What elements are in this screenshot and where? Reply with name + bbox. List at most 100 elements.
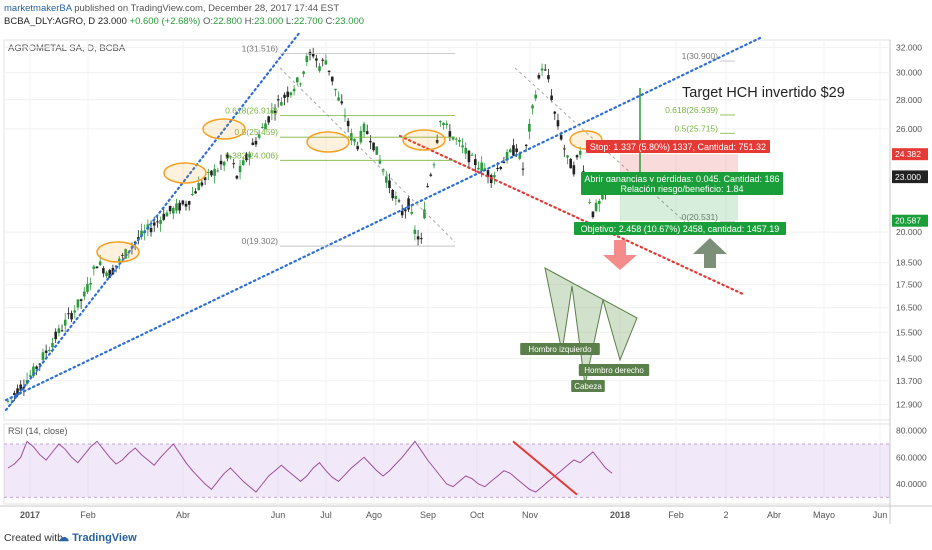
candle-body xyxy=(537,75,541,79)
rsi-band xyxy=(4,444,890,498)
candle-body xyxy=(591,211,595,218)
candle-body xyxy=(89,283,92,285)
candle-body xyxy=(213,168,216,176)
candle-body xyxy=(292,88,296,92)
candle-body xyxy=(261,127,264,129)
candle-body xyxy=(254,140,258,145)
candle-body xyxy=(597,200,601,204)
high-value: 23.000 xyxy=(254,16,284,27)
candle-body xyxy=(410,211,414,214)
candle-body xyxy=(168,205,172,212)
candle-body xyxy=(229,156,232,158)
candle-body xyxy=(407,198,410,210)
candle-body xyxy=(404,209,407,212)
candle-body xyxy=(458,139,461,142)
candle-body xyxy=(184,203,188,207)
tradingview-logo[interactable]: ☁ TradingView xyxy=(58,531,137,544)
candle-body xyxy=(70,313,73,320)
pattern-ellipse xyxy=(202,118,246,140)
candle-body xyxy=(346,120,350,127)
candle-body xyxy=(73,310,77,313)
candle-body xyxy=(556,120,560,127)
candle-body xyxy=(569,158,572,169)
created-with-text: Created with xyxy=(4,532,63,544)
candle-body xyxy=(289,92,293,96)
fib-left-level-label: 0(19.302) xyxy=(242,236,279,246)
candle-body xyxy=(486,170,490,177)
candle-body xyxy=(483,168,487,170)
candle-body xyxy=(543,69,547,71)
left-shoulder-label: Hombro izquierdo xyxy=(528,345,592,354)
candle-body xyxy=(594,202,598,211)
candle-body xyxy=(67,313,70,315)
change-value: +0.600 (+2.68%) xyxy=(129,16,201,27)
candle-body xyxy=(499,166,503,169)
author-name[interactable]: marketmakerBA xyxy=(4,3,72,14)
candle-body xyxy=(470,154,474,156)
candle-body xyxy=(108,270,112,278)
candle-body xyxy=(464,147,468,154)
fib-right-level-label: 0.5(25.715) xyxy=(675,123,719,133)
candle-body xyxy=(235,175,239,179)
pattern-ellipse xyxy=(306,131,350,153)
fib-left-level-label: 0.382(24.006) xyxy=(225,150,278,160)
candle-body xyxy=(426,186,429,188)
fib-right-level-label: 0(20.531) xyxy=(682,212,719,222)
candle-body xyxy=(572,165,576,175)
candle-body xyxy=(248,154,251,158)
candle-body xyxy=(251,142,255,145)
fib-right-level-label: 1(30.900) xyxy=(682,51,719,61)
candle-body xyxy=(295,77,299,83)
x-tick-label: 2017 xyxy=(20,510,40,520)
candle-body xyxy=(102,268,105,274)
candle-body xyxy=(321,59,325,61)
candle-body xyxy=(245,153,248,161)
x-tick-label: Mayo xyxy=(813,510,835,520)
ohlc-bar: BCBA_DLY:AGRO, D 23.000 +0.600 (+2.68%) … xyxy=(4,16,364,27)
candle-body xyxy=(550,95,553,101)
candle-body xyxy=(531,105,534,109)
pnl-label-box xyxy=(581,172,783,185)
pnl-label-text: Abrir ganancias y pérdidas: 0.045, Canti… xyxy=(584,174,779,184)
candle-body xyxy=(563,148,566,150)
candle-body xyxy=(493,175,496,178)
candle-body xyxy=(505,151,509,161)
candle-body xyxy=(79,299,83,302)
candle-body xyxy=(270,110,274,114)
price-tag-box xyxy=(892,214,928,227)
y-tick-label: 30.000 xyxy=(896,68,922,78)
candle-body xyxy=(162,213,166,220)
stop-label-box xyxy=(586,140,770,153)
candle-body xyxy=(388,180,391,189)
candle-body xyxy=(324,60,328,65)
candle-body xyxy=(181,200,185,205)
candle-body xyxy=(305,56,309,63)
candle-body xyxy=(257,134,261,138)
candle-body xyxy=(273,110,277,113)
target-label-text: Objetivo: 2.458 (10.67%) 2458, cantidad:… xyxy=(581,224,780,234)
candle-body xyxy=(165,212,169,217)
candle-body xyxy=(353,138,356,143)
candle-body xyxy=(60,330,64,332)
candle-body xyxy=(117,258,121,262)
price-tag-box xyxy=(892,171,928,184)
right-shoulder-label: Hombro derecho xyxy=(584,366,644,375)
fib-left-level-label: 1(31.516) xyxy=(242,43,279,53)
candle-body xyxy=(172,207,175,214)
candle-body xyxy=(365,131,369,134)
candle-body xyxy=(159,220,162,224)
candle-body xyxy=(601,193,604,200)
candle-body xyxy=(369,140,372,143)
head-label-bg xyxy=(571,380,605,392)
high-label: H: xyxy=(244,16,255,27)
candle-body xyxy=(124,249,127,259)
candle-body xyxy=(400,210,404,216)
candle-body xyxy=(474,159,477,166)
candle-body xyxy=(553,111,557,114)
candle-body xyxy=(206,171,210,173)
candle-body xyxy=(149,227,153,233)
candle-body xyxy=(413,229,417,234)
pattern-ellipse xyxy=(96,241,140,263)
y-tick-label: 32.000 xyxy=(896,42,922,52)
